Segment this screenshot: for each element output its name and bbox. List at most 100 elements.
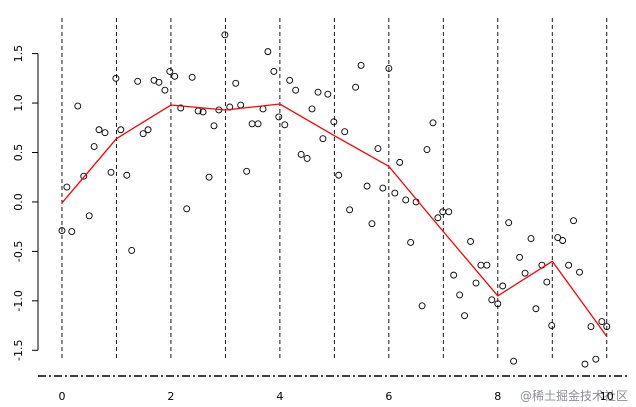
point xyxy=(565,261,573,269)
point xyxy=(505,219,513,227)
point xyxy=(155,78,163,86)
point xyxy=(205,173,213,181)
point xyxy=(352,83,360,91)
point xyxy=(521,269,529,277)
point xyxy=(248,120,256,128)
point xyxy=(308,105,316,113)
point xyxy=(139,130,147,138)
point xyxy=(467,238,475,245)
point xyxy=(199,108,207,116)
point xyxy=(171,72,179,80)
point xyxy=(80,172,88,180)
point xyxy=(445,208,453,216)
y-tick-label: 0.5 xyxy=(12,144,25,162)
point xyxy=(357,62,365,69)
point xyxy=(543,278,551,286)
point xyxy=(554,234,562,241)
point xyxy=(123,171,131,179)
x-tick-label: 6 xyxy=(385,390,392,403)
point xyxy=(346,206,354,214)
point xyxy=(183,205,191,213)
point xyxy=(275,113,283,121)
watermark: @稀土掘金技术社区 xyxy=(520,388,628,403)
point xyxy=(385,64,393,72)
point xyxy=(439,208,447,216)
point xyxy=(477,261,485,269)
x-tick-label: 0 xyxy=(58,390,65,403)
point xyxy=(374,145,382,152)
point xyxy=(483,261,491,269)
y-tick-label: 1.5 xyxy=(12,45,25,63)
point xyxy=(363,182,371,190)
y-tick-label: -1.5 xyxy=(12,340,25,361)
point xyxy=(292,86,300,94)
point xyxy=(128,246,136,254)
point xyxy=(112,74,120,82)
point xyxy=(161,86,169,94)
point xyxy=(581,360,589,368)
point xyxy=(592,355,600,363)
x-tick-label: 8 xyxy=(494,390,501,403)
point xyxy=(341,128,349,136)
x-tick-label: 4 xyxy=(276,390,283,403)
point xyxy=(101,129,109,137)
point xyxy=(254,120,262,128)
point xyxy=(434,214,442,222)
point xyxy=(144,126,152,134)
point xyxy=(330,118,338,126)
point xyxy=(107,168,115,176)
point xyxy=(391,189,399,197)
y-tick-label: -1.0 xyxy=(12,290,25,311)
point xyxy=(74,102,82,110)
point xyxy=(297,151,305,158)
point xyxy=(166,67,174,75)
point xyxy=(488,296,496,304)
point xyxy=(461,312,469,320)
y-tick-label: 1.0 xyxy=(12,94,25,112)
y-tick-label: -0.5 xyxy=(12,241,25,262)
point xyxy=(63,183,71,191)
point xyxy=(324,90,332,98)
point xyxy=(303,154,311,162)
point xyxy=(58,227,66,235)
point xyxy=(188,73,196,81)
point xyxy=(264,48,272,56)
x-tick-label: 2 xyxy=(167,390,174,403)
point xyxy=(527,235,535,242)
point xyxy=(134,77,142,85)
point xyxy=(472,279,480,287)
point xyxy=(85,212,93,220)
point xyxy=(570,217,577,225)
point xyxy=(418,302,426,310)
point xyxy=(407,239,415,246)
point xyxy=(117,126,125,134)
point xyxy=(259,105,267,113)
point xyxy=(237,101,245,109)
point xyxy=(429,119,437,127)
point xyxy=(281,121,289,129)
point xyxy=(598,318,606,326)
point xyxy=(396,158,404,166)
point xyxy=(587,323,595,330)
point xyxy=(494,300,502,308)
point xyxy=(548,322,556,330)
point xyxy=(402,196,410,204)
point xyxy=(603,323,611,330)
point xyxy=(450,271,458,279)
point xyxy=(270,67,278,75)
x-tick-label: 10 xyxy=(600,390,614,403)
point xyxy=(95,126,103,134)
fit-line xyxy=(61,103,608,337)
point xyxy=(243,167,251,175)
point xyxy=(314,88,322,96)
point xyxy=(576,268,583,276)
point xyxy=(68,228,76,236)
point xyxy=(368,220,376,228)
point xyxy=(319,135,327,143)
point xyxy=(210,122,218,130)
point xyxy=(221,31,229,39)
point xyxy=(90,143,98,151)
point xyxy=(379,184,387,192)
